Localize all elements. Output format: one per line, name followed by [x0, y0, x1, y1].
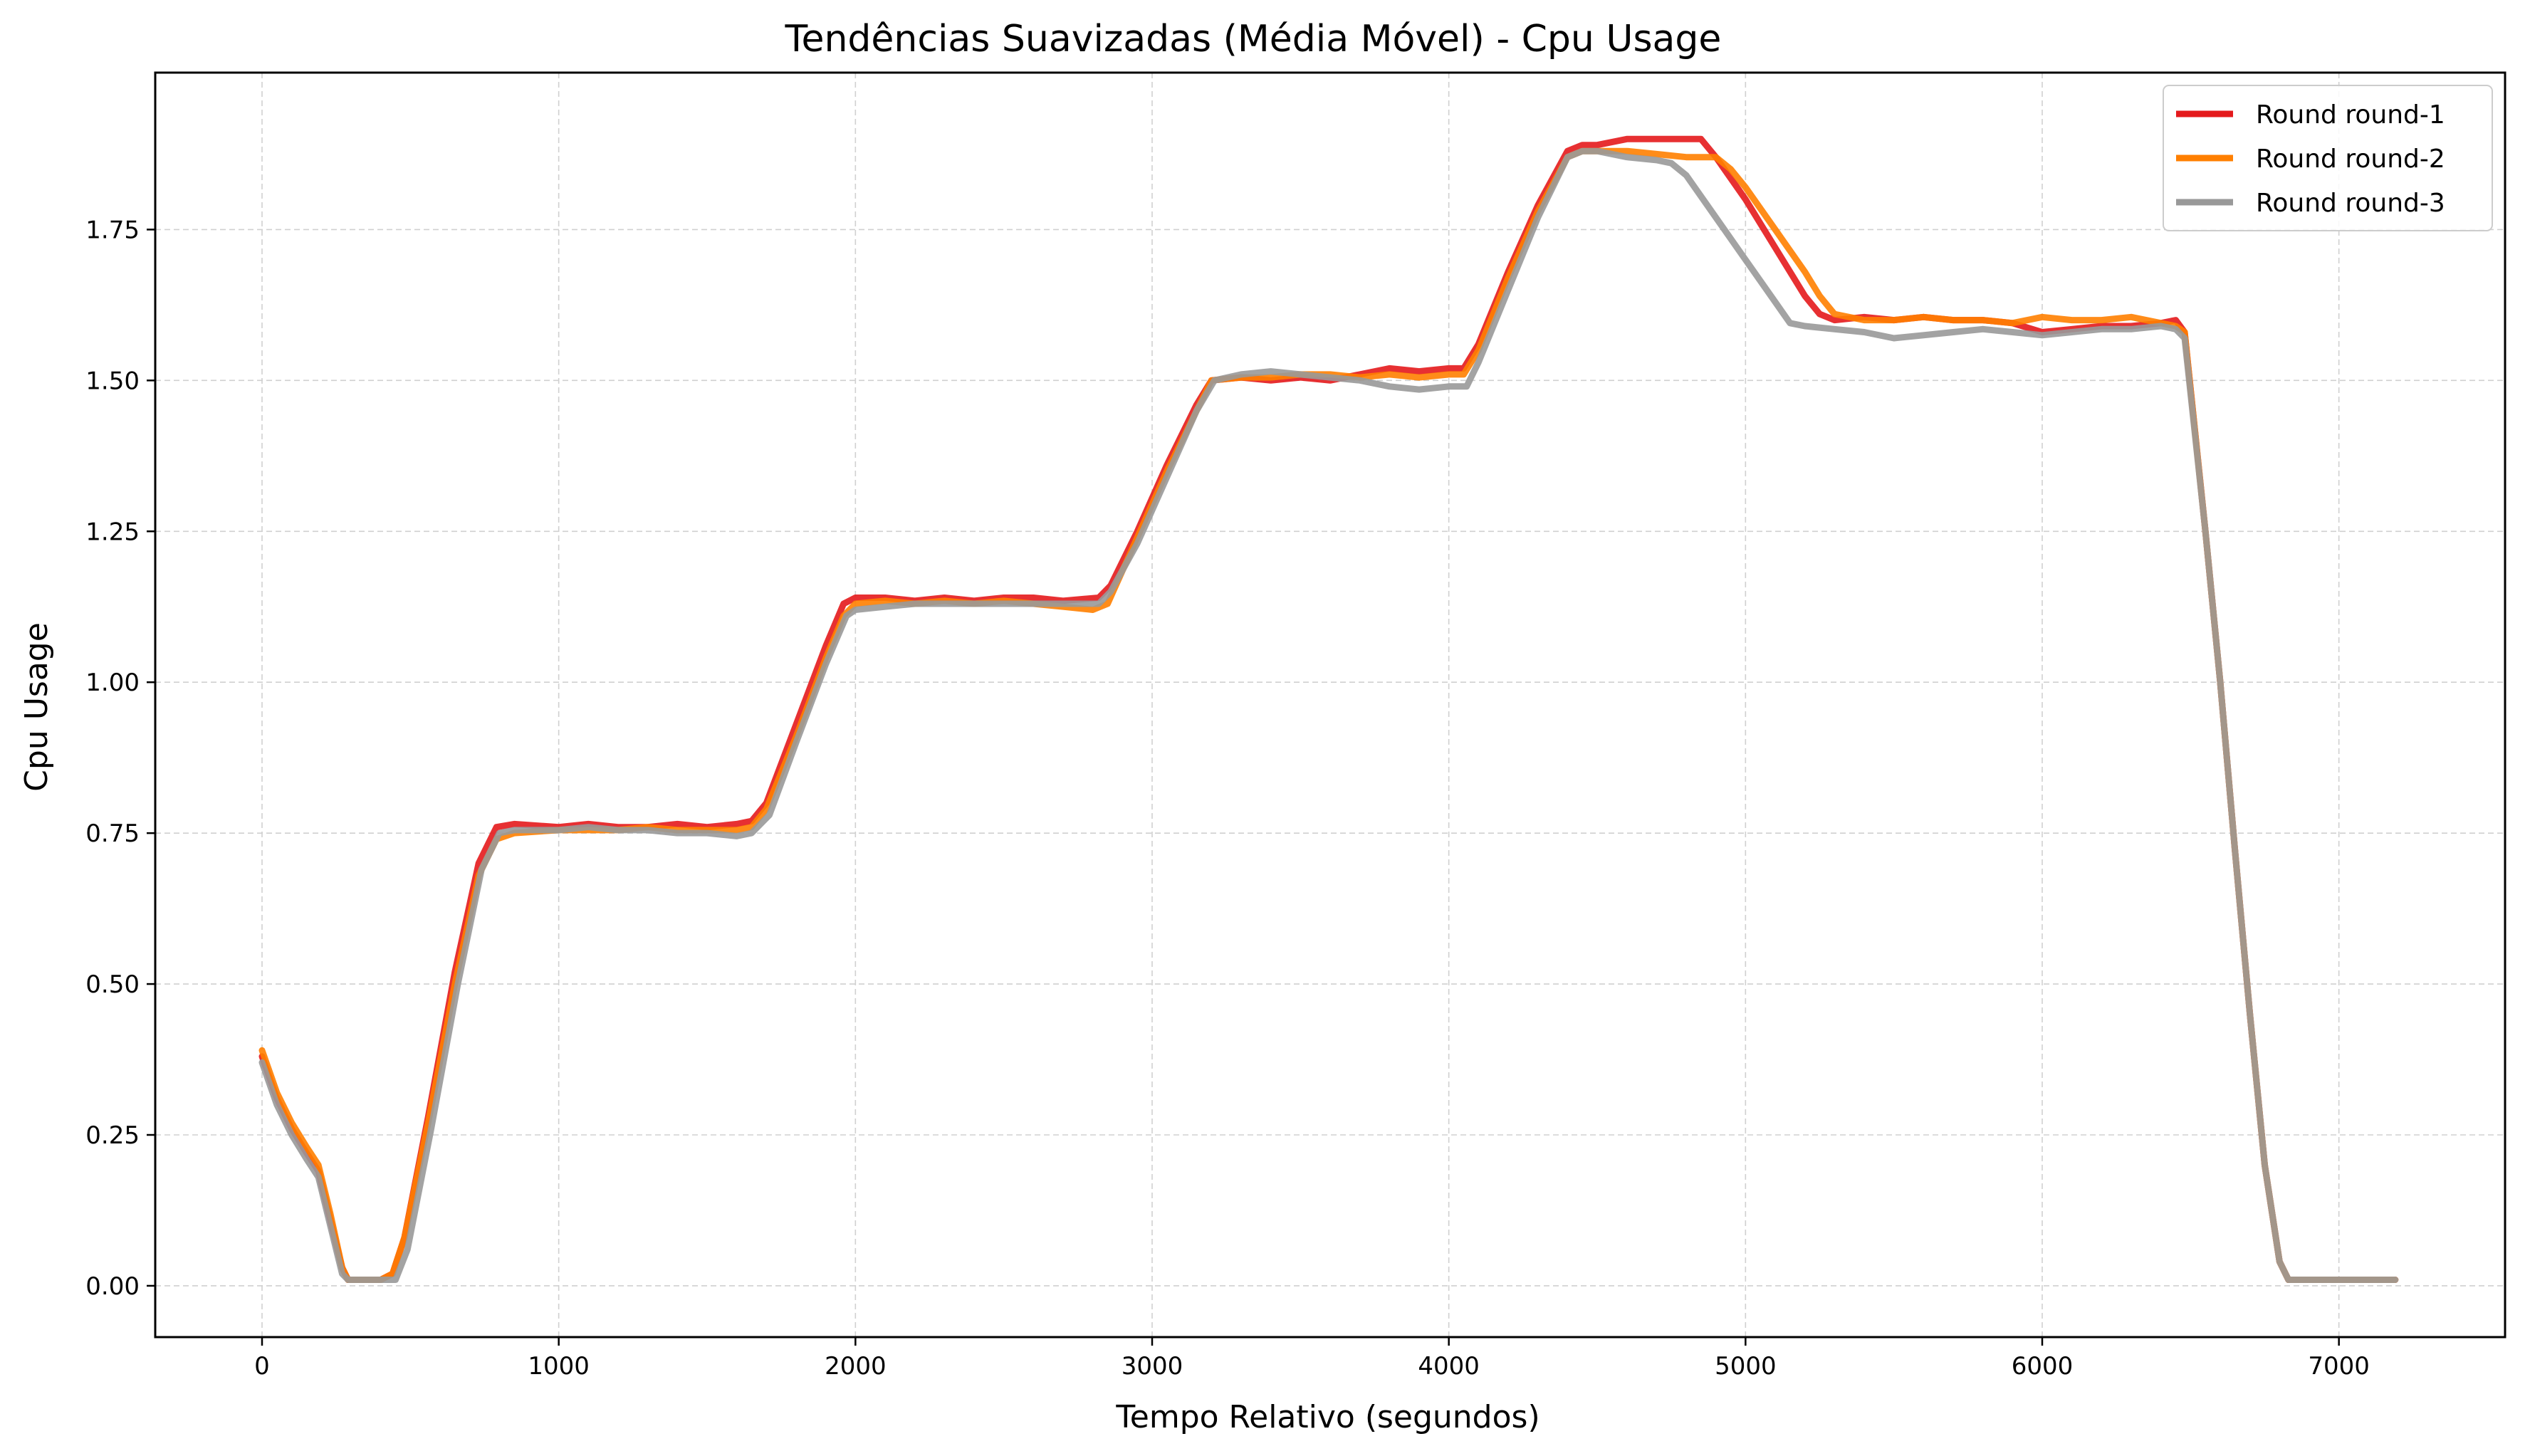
- legend-box: [2163, 85, 2493, 231]
- x-tick-label: 6000: [2012, 1352, 2074, 1381]
- series-layer: [258, 135, 2399, 1283]
- chart-title: Tendências Suavizadas (Média Móvel) - Cp…: [785, 18, 1722, 61]
- series-line-round-3: [258, 147, 2399, 1283]
- x-axis-label: Tempo Relativo (segundos): [1115, 1399, 1539, 1435]
- x-tick-label: 3000: [1122, 1352, 1183, 1381]
- legend: Round round-1 Round round-2 Round round-3: [2163, 85, 2493, 231]
- x-tick-label: 7000: [2308, 1352, 2370, 1381]
- y-tick-label: 1.50: [85, 367, 140, 395]
- x-tick-label: 2000: [825, 1352, 887, 1381]
- legend-label: Round round-1: [2256, 100, 2445, 130]
- x-tick-label: 0: [254, 1352, 270, 1381]
- x-tick-label: 5000: [1715, 1352, 1777, 1381]
- y-tick-label: 1.75: [85, 216, 140, 244]
- y-tick-label: 1.25: [85, 518, 140, 546]
- grid: [155, 73, 2505, 1337]
- legend-label: Round round-2: [2256, 145, 2445, 174]
- y-tick-label: 0.50: [85, 970, 140, 999]
- x-tick-label: 4000: [1418, 1352, 1480, 1381]
- y-tick-label: 1.00: [85, 669, 140, 697]
- ticks: 0 1000 2000 3000 4000 5000 6000 7000 0.00 0.25 0.5…: [85, 216, 2370, 1381]
- y-tick-label: 0.00: [85, 1272, 140, 1301]
- plot-frame: [154, 71, 2506, 1339]
- y-tick-label: 0.25: [85, 1121, 140, 1150]
- y-axis-label: Cpu Usage: [19, 622, 55, 792]
- legend-label: Round round-3: [2256, 189, 2445, 218]
- y-tick-label: 0.75: [85, 819, 140, 848]
- x-tick-label: 1000: [528, 1352, 590, 1381]
